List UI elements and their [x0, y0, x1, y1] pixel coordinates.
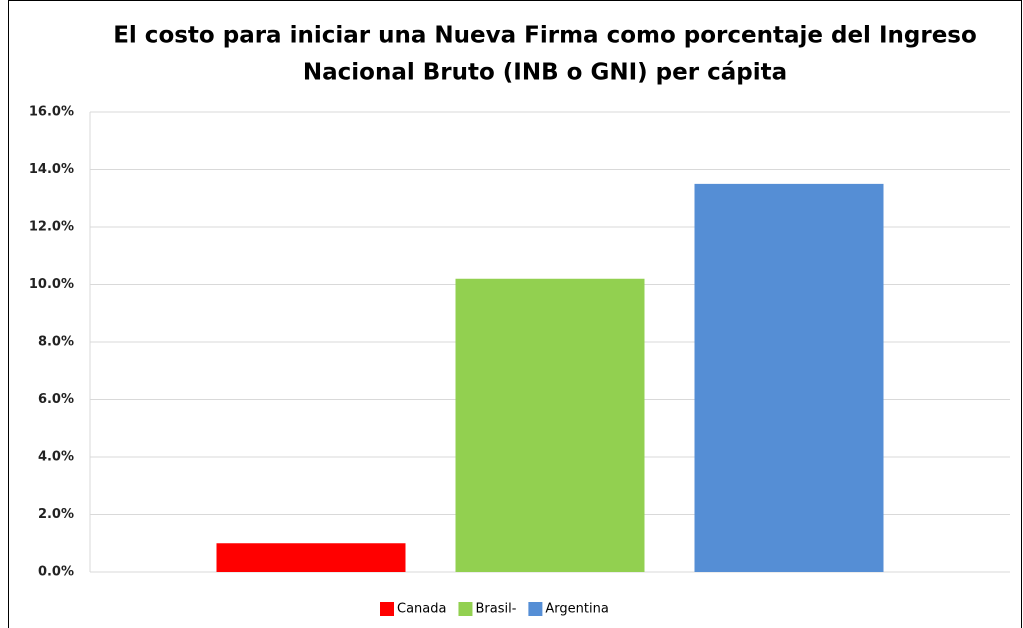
y-tick-label: 16.0%	[29, 105, 74, 120]
y-tick-label: 8.0%	[38, 335, 74, 350]
y-tick-label: 10.0%	[29, 277, 74, 292]
legend-label: Canada	[397, 602, 446, 617]
legend-label: Brasil-	[475, 602, 516, 617]
y-tick-label: 2.0%	[38, 507, 74, 522]
bar	[455, 278, 645, 572]
y-tick-label: 0.0%	[38, 565, 74, 580]
y-tick-label: 14.0%	[29, 162, 74, 177]
legend-label: Argentina	[545, 602, 608, 617]
bar	[216, 543, 406, 572]
chart-title: El costo para iniciar una Nueva Firma co…	[113, 23, 977, 49]
chart-title: Nacional Bruto (INB o GNI) per cápita	[303, 60, 787, 86]
bar	[694, 183, 884, 572]
legend-swatch	[458, 602, 473, 616]
y-tick-label: 12.0%	[29, 220, 74, 235]
y-tick-label: 4.0%	[38, 450, 74, 465]
legend-swatch	[380, 602, 394, 616]
y-tick-label: 6.0%	[38, 392, 74, 407]
legend-swatch	[528, 602, 543, 616]
